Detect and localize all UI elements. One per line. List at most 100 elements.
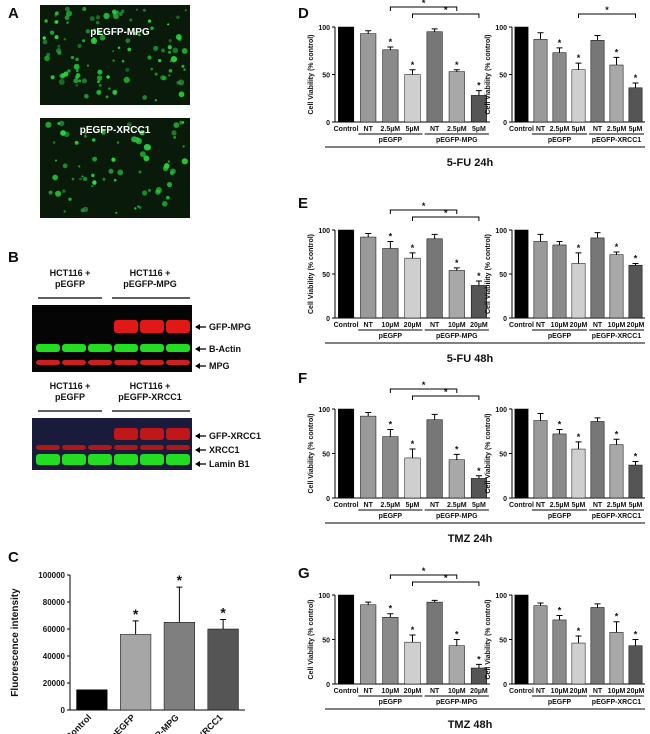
bar <box>628 87 643 123</box>
error-bar <box>409 69 416 75</box>
x-tick-label: 20µM <box>470 322 488 329</box>
y-tick-label: 50 <box>499 638 507 645</box>
error-bar <box>431 28 438 32</box>
bar <box>533 39 548 123</box>
bar <box>382 49 399 123</box>
y-tick-label: 50 <box>499 452 507 459</box>
cell <box>142 8 146 12</box>
cell <box>98 83 102 87</box>
cell <box>67 69 71 73</box>
cell <box>79 177 82 181</box>
error-bar <box>387 46 394 50</box>
bar <box>590 421 605 499</box>
cell <box>92 28 97 32</box>
cell <box>49 30 55 35</box>
bar <box>360 236 377 319</box>
cell <box>56 20 59 23</box>
cell <box>102 177 106 181</box>
cell <box>58 120 65 127</box>
error-bar <box>132 620 139 635</box>
cell <box>45 121 52 128</box>
error-bar <box>632 639 639 646</box>
arrow-head <box>195 433 200 439</box>
x-tick-label: pEGFP-MPG <box>136 712 181 734</box>
y-axis-label: Cell Viability (% control) <box>485 234 492 314</box>
bar <box>448 645 465 685</box>
y-axis-label: Cell Viability (% control) <box>485 600 492 680</box>
band <box>166 360 190 365</box>
error-bar <box>537 602 544 606</box>
cell <box>173 122 180 128</box>
cell <box>141 190 148 196</box>
group-label: pEGFP <box>379 699 403 706</box>
y-tick-label: 100 <box>495 228 507 235</box>
y-tick-label: 100 <box>318 228 330 235</box>
bar <box>338 408 355 499</box>
cell <box>154 72 158 76</box>
group-label: pEGFP-MPG <box>436 699 478 706</box>
x-tick-label: 2.5µM <box>447 502 467 509</box>
cell <box>84 93 89 99</box>
x-tick-label: NT <box>593 126 603 133</box>
cell <box>81 78 87 84</box>
bar <box>404 74 421 123</box>
significance: * <box>634 452 638 462</box>
cell <box>175 33 182 40</box>
cell <box>60 73 66 78</box>
bar <box>426 419 443 499</box>
significance: * <box>389 37 393 47</box>
bar <box>404 641 421 685</box>
cell <box>80 208 85 213</box>
cell <box>50 75 55 80</box>
x-tick-label: 20µM <box>627 322 645 329</box>
arrow-head <box>195 363 200 369</box>
cell <box>65 10 73 17</box>
x-tick-label: 10µM <box>608 688 626 695</box>
significance: * <box>615 242 619 252</box>
blot-header: pEGFP <box>55 279 85 289</box>
x-tick-label: NT <box>430 502 440 509</box>
cell <box>86 64 90 67</box>
significance: * <box>577 432 581 442</box>
bar <box>360 604 377 685</box>
cell <box>136 127 139 130</box>
cell <box>96 89 102 95</box>
x-tick-label: NT <box>364 688 374 695</box>
error-bar <box>537 233 544 242</box>
cell <box>172 47 179 54</box>
x-tick-label: 2.5µM <box>550 502 570 509</box>
cell <box>52 174 58 181</box>
cell <box>44 19 48 23</box>
x-tick-label: NT <box>364 322 374 329</box>
y-axis-label: Cell Viability (% control) <box>308 234 315 314</box>
significance: * <box>389 419 393 429</box>
panel-letter: A <box>8 5 19 22</box>
panel-letter: E <box>298 195 308 212</box>
panel-letter: G <box>298 565 310 582</box>
significance: * <box>634 630 638 640</box>
bar <box>382 436 399 499</box>
error-bar <box>475 90 482 96</box>
cell <box>178 91 185 98</box>
cell <box>73 78 79 84</box>
significance: * <box>477 466 481 476</box>
cell <box>170 168 176 175</box>
cell <box>167 160 170 163</box>
x-tick-label: NT <box>536 688 546 695</box>
band <box>88 344 112 352</box>
x-tick-label: Control <box>509 502 534 509</box>
y-tick-label: 100 <box>318 593 330 600</box>
cell <box>75 57 79 62</box>
x-tick-label: Control <box>509 322 534 329</box>
cell <box>121 59 125 63</box>
x-tick-label: NT <box>430 126 440 133</box>
band <box>140 454 164 465</box>
bar <box>382 617 399 685</box>
cell <box>82 176 88 182</box>
x-tick-label: 5µM <box>406 126 420 133</box>
cell <box>85 29 91 34</box>
x-tick-label: 5µM <box>629 126 643 133</box>
bar <box>590 607 605 685</box>
bar <box>163 622 195 711</box>
